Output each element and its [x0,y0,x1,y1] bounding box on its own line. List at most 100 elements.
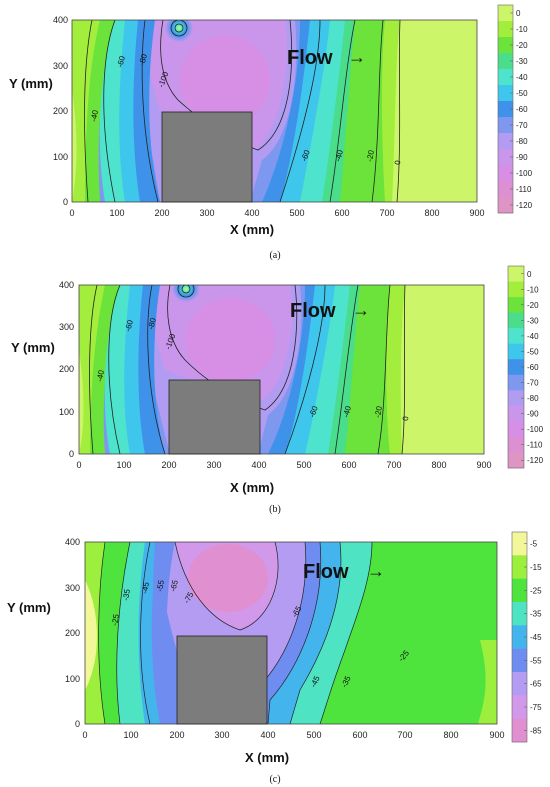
panel-c-x-tick: 400 [260,730,275,740]
panel-c-colorbar-tick: -85 [530,726,542,735]
panel-c-y-tick: 200 [65,628,80,638]
panel-b-x-tick: 700 [386,460,401,470]
panel-a-x-tick: 500 [289,208,304,218]
panel-a-colorbar-tick: -10 [516,25,528,34]
panel-c-flow-arrow: → [367,561,385,581]
panel-c-contour-label: -25 [110,613,121,626]
panel-a-contour-label: -80 [137,52,149,66]
panel-a-colorbar-swatch [498,149,513,166]
panel-b-colorbar-swatch [508,359,524,376]
panel-b-colorbar-tick: -90 [527,410,539,419]
panel-b-x-tick: 900 [476,460,491,470]
panel-c-y-tick: 0 [75,719,80,729]
panel-b-colorbar-swatch [508,266,524,282]
panel-b-x-tick: 800 [431,460,446,470]
panel-c-obstacle [176,635,268,725]
panel-b-colorbar-tick: -40 [527,332,539,341]
panel-a-colorbar-tick: -50 [516,89,528,98]
panel-c-colorbar-tick: -65 [530,680,542,689]
panel-c-x-tick: 800 [443,730,458,740]
panel-b-x-tick: 200 [161,460,176,470]
panel-b-colorbar-tick: -50 [527,347,539,356]
panel-b-contour-label: -80 [146,316,158,330]
panel-b-colorbar-tick: -10 [527,285,539,294]
panel-b-colorbar-swatch [508,390,524,407]
panel-a-y-tick: 0 [63,197,68,207]
panel-a-colorbar-swatch [498,133,513,150]
panel-a-colorbar-swatch [498,101,513,118]
panel-a-colorbar-swatch [498,117,513,134]
panel-b-contour-label: -40 [95,369,106,382]
panel-a-colorbar-swatch [498,197,513,214]
panel-a-flow-arrow: → [348,47,366,67]
panel-a-contour-labels: -60 -80 -100 -40 -60 -40 -20 0 [89,52,402,165]
panel-b-x-axis: 0 100 200 300 400 500 600 700 800 900 X … [76,460,491,495]
panel-c-y-tick: 100 [65,674,80,684]
panel-b-flow-arrow: → [352,300,370,320]
panel-b-contour-label: -60 [123,318,135,332]
panel-a-contour-label: -60 [115,54,127,68]
panel-c-contour-label: -55 [155,579,166,592]
panel-a-colorbar-tick: -120 [516,201,533,210]
panel-b-y-tick: 300 [59,322,74,332]
panel-b-contour-label: -60 [307,404,320,418]
panel-c-x-tick: 900 [489,730,504,740]
panel-c-colorbar-tick: -75 [530,703,542,712]
panel-a-plot-area [71,19,478,203]
panel-c-contour-label: -65 [168,578,180,592]
panel-b-y-tick: 0 [69,449,74,459]
panel-b-x-tick: 500 [296,460,311,470]
panel-b-flow-label: Flow [290,300,336,322]
panel-a-colorbar-tick: -90 [516,153,528,162]
panel-c-colorbar-swatch [512,695,527,719]
panel-a-contour-label: -60 [299,148,312,162]
panel-b-contour-label: -40 [341,404,353,418]
panel-c-annotation: Flow → [303,561,385,583]
panel-b-colorbar-tick: -60 [527,363,539,372]
panel-c-contour-label: -45 [140,581,151,594]
panel-b-contour-label: 0 [401,415,410,421]
panel-a-colorbar-swatch [498,165,513,182]
panel-b-colorbar-swatch [508,374,524,391]
panel-a-colorbar-swatch [498,85,513,102]
panel-b-x-tick: 0 [76,460,81,470]
panel-b-contour-lines [89,285,406,454]
panel-b-x-tick: 300 [206,460,221,470]
panel-a-colorbar-tick: -70 [516,121,528,130]
panel-a-y-title: Y (mm) [9,76,53,91]
panel-c-colorbar-tick: -55 [530,656,542,665]
panel-b-colorbar-tick: -30 [527,316,539,325]
panel-b-caption: (b) [269,504,281,515]
panel-a-y-axis: 0 100 200 300 400 Y (mm) [9,15,68,207]
panel-a-x-tick: 100 [109,208,124,218]
panel-a-contour-label: -40 [333,148,345,162]
panel-b-obstacle [168,379,261,455]
panel-a-colorbar-swatch [498,53,513,70]
panel-a-colorbar-swatch [498,69,513,86]
panel-b-colorbar-tick: -120 [527,456,544,465]
panel-a-x-tick: 800 [424,208,439,218]
panel-c-x-tick: 100 [123,730,138,740]
panel-c-x-tick: 700 [397,730,412,740]
panel-b-colorbar-tick: -70 [527,379,539,388]
panel-c-colorbar-swatch [512,625,527,649]
panel-b-colorbar-swatch [508,281,524,298]
panel-a-x-tick: 700 [379,208,394,218]
panel-a-x-title: X (mm) [230,222,274,237]
panel-b: -60 -80 -100 -40 -60 -40 -20 0 Flow → 0 … [11,265,544,515]
panel-c-y-tick: 300 [65,583,80,593]
panel-a-colorbar-tick: -110 [516,185,532,194]
panel-b-colorbar: 0 -10 -20 -30 -40 -50 -60 -70 -80 -90 -100 -110 -120 [507,265,544,469]
panel-c-colorbar-swatch [512,672,527,696]
panel-c-flow-label: Flow [303,561,349,583]
panel-a-y-tick: 400 [53,15,68,25]
panel-b-colorbar-swatch [508,452,524,469]
panel-a-contour-label: 0 [393,159,402,165]
panel-a-caption: (a) [269,250,280,261]
panel-a-x-tick: 300 [199,208,214,218]
panel-b-colorbar-swatch [508,421,524,438]
panel-c-colorbar-swatch [512,602,527,626]
panel-a-contour-label: -20 [365,149,376,162]
panel-c-caption: (c) [269,774,280,785]
